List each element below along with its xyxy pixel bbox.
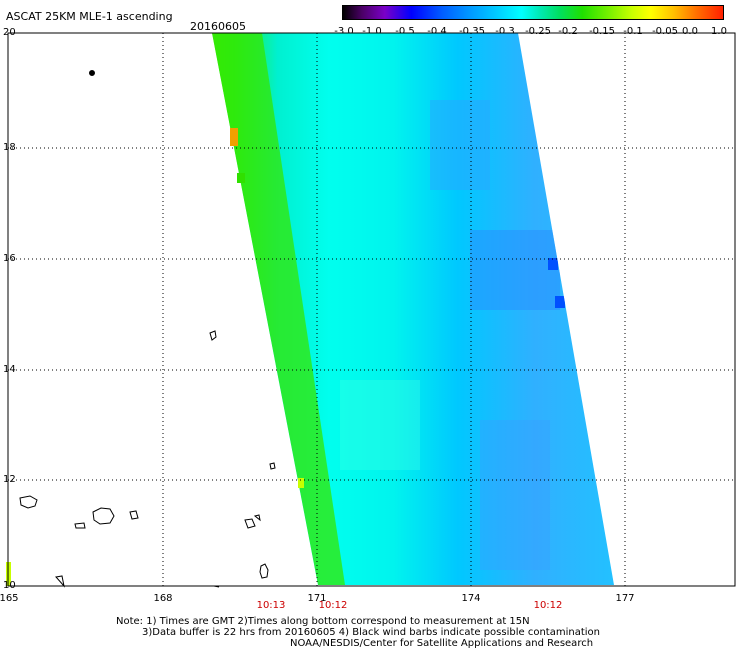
colorbar [342,5,724,20]
map-frame [7,32,736,587]
map-date: 20160605 [190,20,246,33]
colorbar-tick: -0.15 [589,26,615,37]
pass-time: 10:12 [318,600,348,611]
colorbar-tick: 0.0 [682,26,698,37]
graticule [8,33,735,586]
lat-label: 12 [3,474,16,485]
lat-label: 20 [3,27,16,38]
colorbar-tick: -0.1 [623,26,643,37]
lat-label: 18 [3,142,16,153]
colorbar-tick: 1.0 [711,26,727,37]
colorbar-tick: -0.3 [495,26,515,37]
lat-label: 16 [3,253,16,264]
swath-edge-pixel [230,128,238,146]
pass-time: 10:12 [533,600,563,611]
lon-label: 168 [153,593,173,604]
map-title: ASCAT 25KM MLE-1 ascending [6,10,173,23]
footer-note-2: 3)Data buffer is 22 hrs from 20160605 4)… [142,627,600,638]
lat-label: 10 [3,580,16,591]
colorbar-tick: -3.0 [334,26,354,37]
coastlines [19,70,276,588]
colorbar-tick: -0.35 [459,26,485,37]
swath-edge-pixel [237,173,245,183]
colorbar-tick: -0.05 [652,26,678,37]
swath-edge-pixel [298,478,304,488]
colorbar-tick: -1.0 [362,26,382,37]
lon-label: 171 [307,593,327,604]
colorbar-tick: -0.2 [558,26,578,37]
footer-credit: NOAA/NESDIS/Center for Satellite Applica… [290,638,594,649]
swath-data [212,33,614,585]
footer-note-1: Note: 1) Times are GMT 2)Times along bot… [116,616,530,627]
lon-label: 165 [0,593,19,604]
colorbar-tick: -0.5 [395,26,415,37]
lon-label: 177 [615,593,635,604]
pass-time: 10:13 [256,600,286,611]
colorbar-tick: -0.4 [427,26,447,37]
lon-label: 174 [461,593,481,604]
colorbar-tick: -0.25 [525,26,551,37]
lat-label: 14 [3,364,16,375]
